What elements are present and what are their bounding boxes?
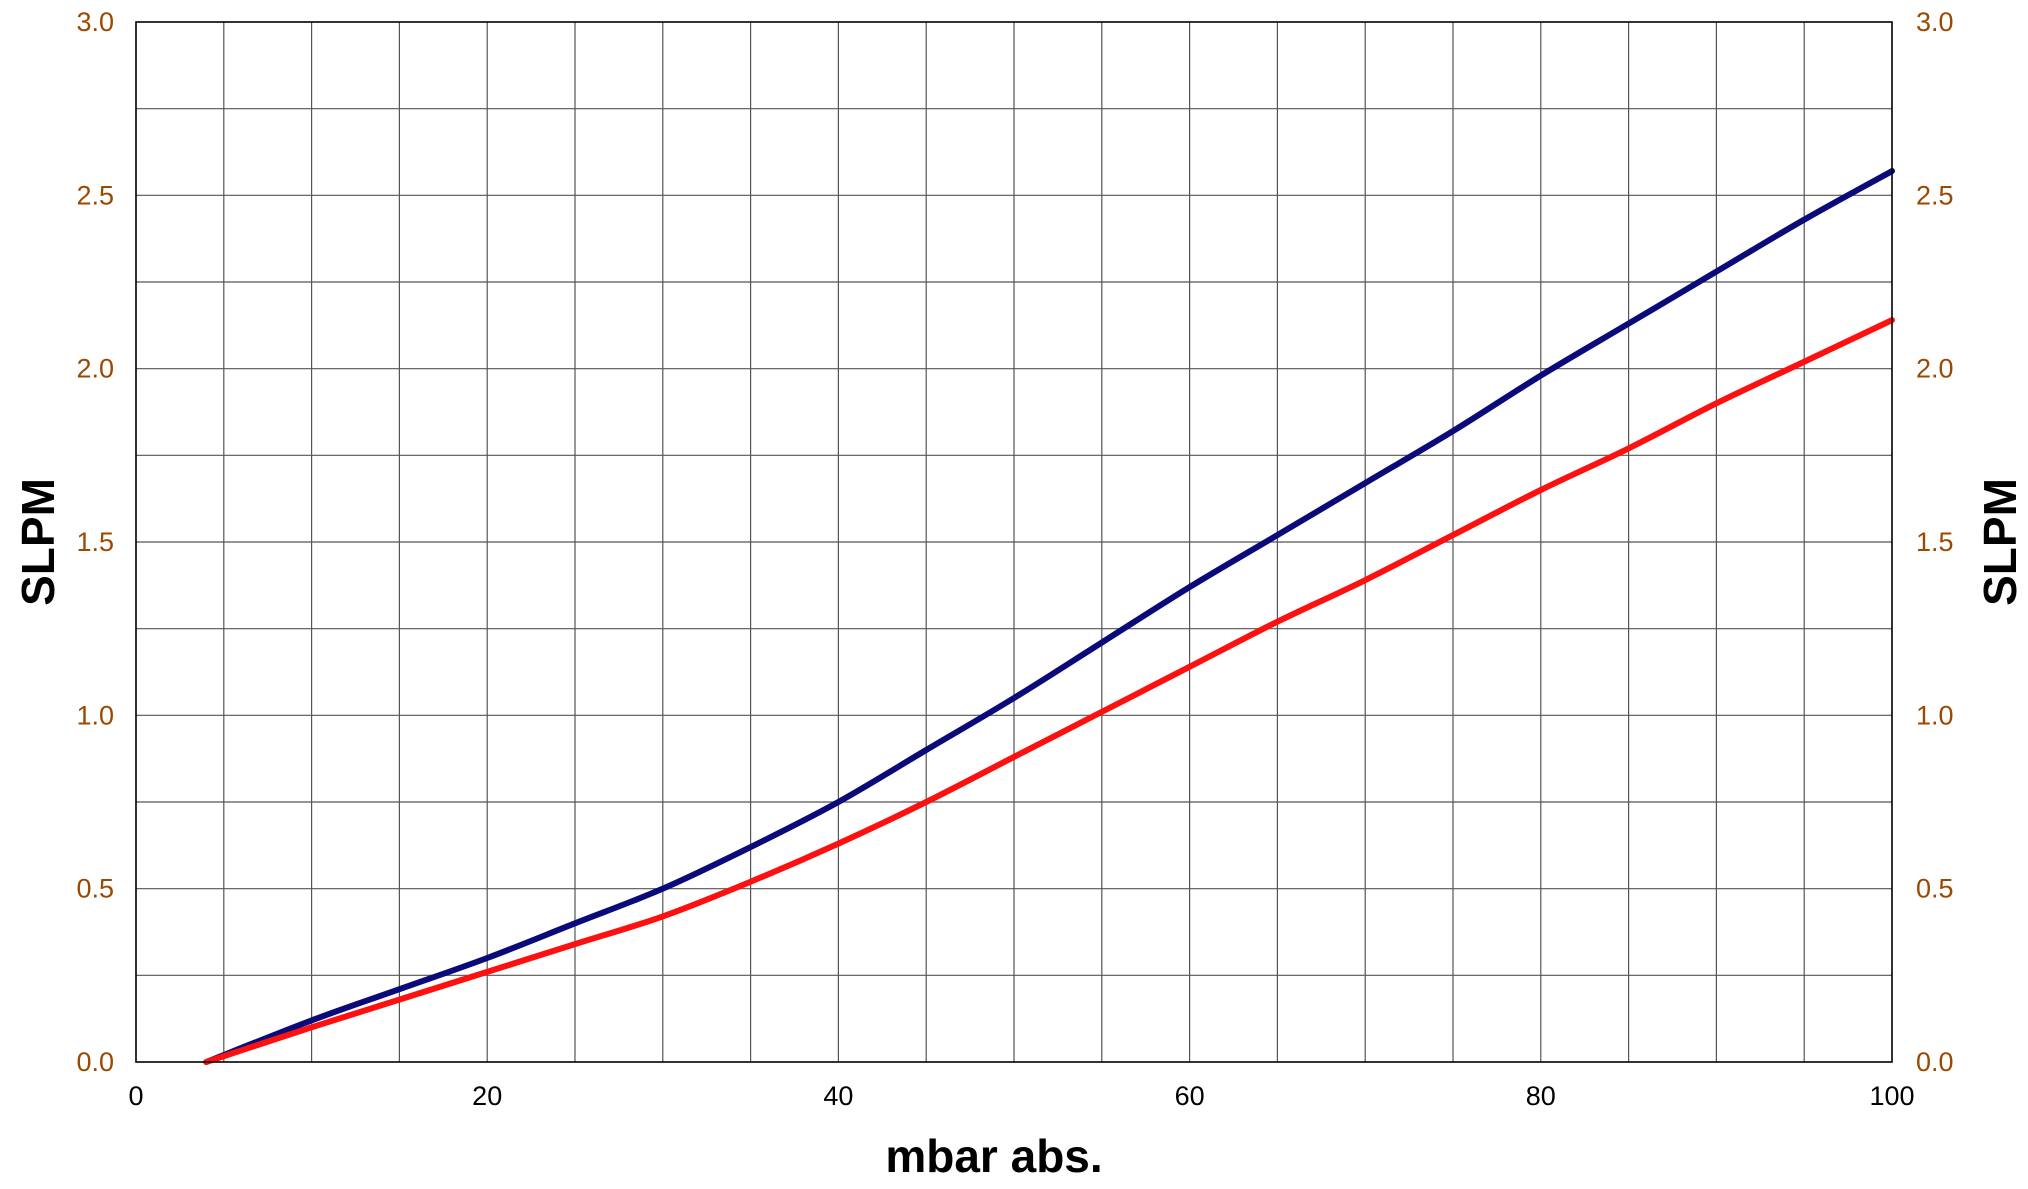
series-lines: [203, 168, 1895, 1065]
y-axis-title-right: SLPM: [1974, 478, 2026, 606]
series-line-2: [203, 317, 1895, 1065]
y-tick-label-left: 2.5: [76, 180, 114, 210]
y-tick-label-left: 3.0: [76, 7, 114, 37]
y-tick-label-right: 1.5: [1916, 527, 1954, 557]
y-tick-label-left: 2.0: [76, 354, 114, 384]
x-tick-label: 40: [823, 1081, 853, 1111]
y-tick-label-left: 1.5: [76, 527, 114, 557]
y-tick-label-left: 0.5: [76, 874, 114, 904]
y-tick-label-right: 0.0: [1916, 1047, 1954, 1077]
y-tick-label-right: 2.0: [1916, 354, 1954, 384]
y-tick-label-right: 0.5: [1916, 874, 1954, 904]
x-tick-label: 100: [1869, 1081, 1914, 1111]
y-axis-right-tick-labels: 0.0 0.5 1.0 1.5 2.0 2.5 3.0: [1916, 7, 1954, 1077]
x-tick-label: 60: [1175, 1081, 1205, 1111]
x-tick-label: 80: [1526, 1081, 1556, 1111]
series-line-1: [203, 168, 1895, 1065]
x-axis-tick-labels: 0 20 40 60 80 100: [128, 1081, 1914, 1111]
y-tick-label-right: 1.0: [1916, 700, 1954, 730]
y-tick-label-left: 1.0: [76, 700, 114, 730]
y-tick-label-left: 0.0: [76, 1047, 114, 1077]
y-tick-label-right: 3.0: [1916, 7, 1954, 37]
grid-lines: [136, 22, 1892, 1062]
y-axis-left-tick-labels: 0.0 0.5 1.0 1.5 2.0 2.5 3.0: [76, 7, 114, 1077]
x-axis-title: mbar abs.: [885, 1130, 1102, 1182]
x-tick-label: 20: [472, 1081, 502, 1111]
x-tick-label: 0: [128, 1081, 143, 1111]
y-tick-label-right: 2.5: [1916, 180, 1954, 210]
plot-frame: [135, 21, 1893, 1063]
y-axis-title-left: SLPM: [12, 478, 64, 606]
